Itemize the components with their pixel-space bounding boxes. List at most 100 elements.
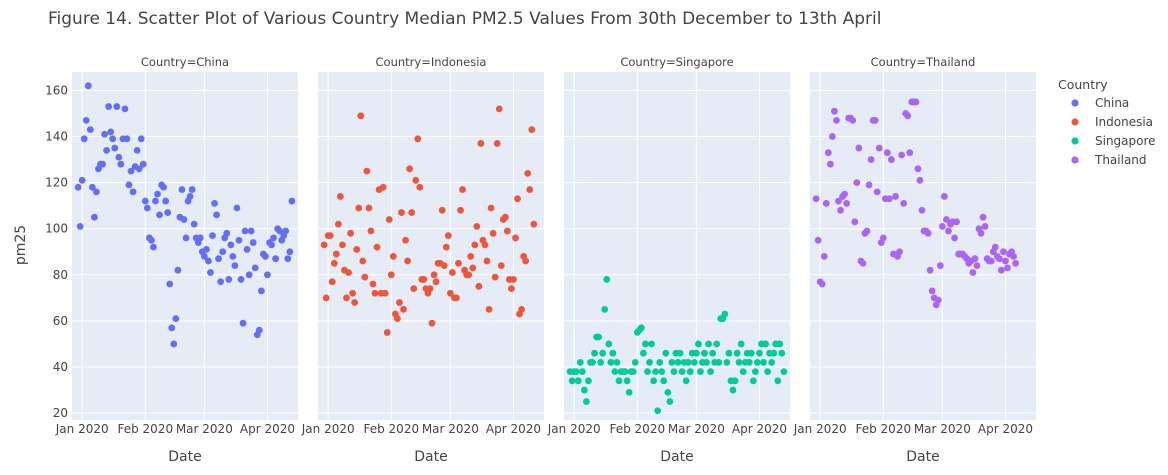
- data-point: [528, 126, 536, 134]
- data-point: [272, 255, 280, 263]
- data-point: [426, 285, 434, 293]
- x-tick-label: Feb 2020: [363, 422, 419, 436]
- x-tick-label: Mar 2020: [176, 422, 233, 436]
- data-point: [207, 269, 214, 276]
- series-indonesia: [320, 105, 538, 336]
- data-point: [383, 329, 391, 336]
- data-point: [398, 209, 405, 216]
- data-point: [686, 368, 694, 376]
- data-point: [625, 388, 633, 396]
- data-point: [343, 294, 350, 302]
- data-point: [200, 252, 208, 260]
- data-point: [824, 149, 832, 157]
- data-point: [900, 199, 908, 207]
- data-point: [820, 252, 828, 260]
- data-point: [387, 271, 395, 279]
- data-point: [871, 116, 879, 124]
- data-point: [135, 165, 143, 173]
- data-point: [826, 160, 834, 168]
- data-point: [365, 204, 373, 212]
- legend-item-thailand[interactable]: Thailand: [1071, 153, 1147, 167]
- data-point: [778, 349, 786, 357]
- data-point: [276, 227, 284, 235]
- legend-title: Country: [1058, 77, 1108, 92]
- data-point: [723, 358, 731, 366]
- data-point: [412, 176, 420, 184]
- data-point: [268, 241, 275, 249]
- y-tick-label: 40: [53, 360, 68, 374]
- data-point: [774, 377, 782, 385]
- data-point: [322, 294, 330, 302]
- data-point: [270, 234, 277, 242]
- data-point: [143, 204, 151, 212]
- data-point: [981, 223, 989, 230]
- data-point: [576, 358, 584, 366]
- data-point: [133, 146, 141, 154]
- data-point: [637, 324, 645, 332]
- data-point: [345, 269, 352, 276]
- data-point: [888, 156, 895, 163]
- data-point: [648, 340, 655, 348]
- data-point: [371, 289, 379, 297]
- data-point: [501, 213, 509, 221]
- data-point: [568, 377, 576, 385]
- data-point: [843, 199, 851, 207]
- data-point: [943, 216, 950, 223]
- data-point: [115, 153, 123, 161]
- data-point: [416, 183, 424, 191]
- data-point: [351, 299, 359, 306]
- data-point: [385, 216, 393, 223]
- data-point: [107, 128, 115, 136]
- data-point: [859, 259, 867, 267]
- data-point: [414, 135, 422, 143]
- data-point: [812, 195, 820, 203]
- data-point: [709, 349, 717, 357]
- legend-item-singapore[interactable]: Singapore: [1071, 134, 1156, 148]
- data-point: [656, 358, 664, 366]
- data-point: [88, 183, 96, 191]
- data-point: [487, 204, 495, 212]
- data-point: [607, 358, 615, 366]
- data-point: [121, 105, 129, 113]
- data-point: [721, 310, 729, 318]
- legend-item-china[interactable]: China: [1071, 96, 1129, 110]
- data-point: [526, 186, 534, 193]
- x-tick-label: Mar 2020: [668, 422, 725, 436]
- data-point: [668, 358, 676, 366]
- chart-title: Figure 14. Scatter Plot of Various Count…: [48, 9, 881, 29]
- data-point: [926, 266, 934, 274]
- data-point: [245, 271, 253, 279]
- data-point: [164, 209, 172, 216]
- data-point: [914, 165, 922, 173]
- x-axis-title: Date: [660, 449, 693, 465]
- data-point: [469, 264, 477, 272]
- data-point: [219, 248, 227, 256]
- data-point: [101, 130, 108, 138]
- data-point: [156, 211, 163, 219]
- y-axis-title: pm25: [13, 225, 29, 265]
- x-tick-label: Apr 2020: [978, 422, 1033, 436]
- data-point: [973, 262, 981, 269]
- data-point: [1010, 252, 1018, 260]
- data-point: [320, 241, 328, 249]
- data-point: [928, 287, 936, 295]
- data-point: [367, 227, 375, 235]
- data-point: [105, 103, 113, 110]
- data-point: [262, 252, 269, 260]
- data-point: [432, 278, 440, 286]
- data-point: [886, 195, 893, 203]
- data-point: [853, 179, 861, 187]
- data-point: [127, 167, 135, 175]
- data-point: [481, 241, 489, 249]
- data-point: [623, 377, 631, 385]
- legend-item-indonesia[interactable]: Indonesia: [1071, 115, 1153, 129]
- data-point: [123, 135, 131, 143]
- data-point: [129, 188, 137, 196]
- data-point: [430, 271, 438, 279]
- data-point: [662, 349, 670, 357]
- data-point: [898, 151, 906, 159]
- data-point: [111, 144, 119, 152]
- data-point: [495, 105, 503, 113]
- data-point: [642, 340, 649, 348]
- data-point: [729, 386, 737, 394]
